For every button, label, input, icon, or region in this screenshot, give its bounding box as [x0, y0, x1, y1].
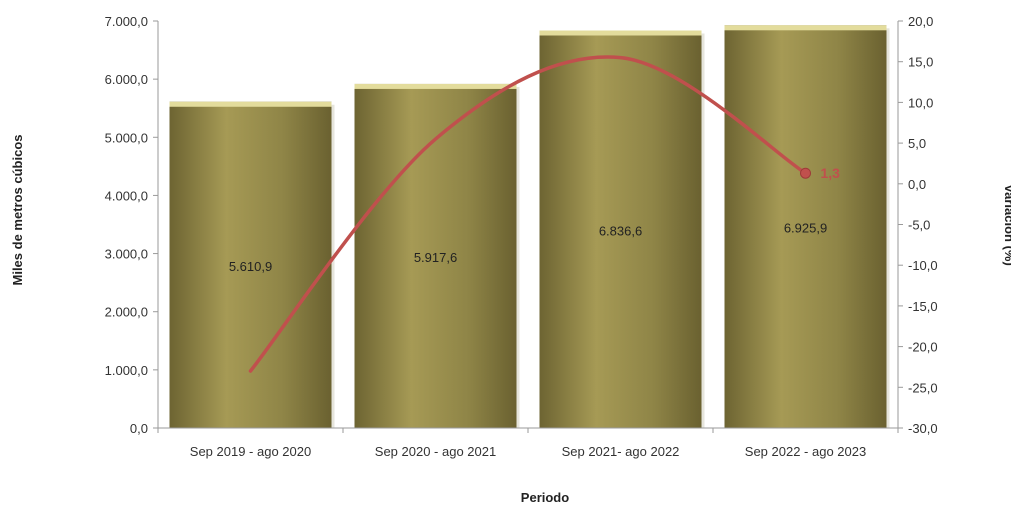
- bar-4: [724, 25, 887, 429]
- line-value-label: 1,3: [821, 165, 841, 181]
- bar-top-highlight: [724, 25, 887, 31]
- labels-layer: 5.610,9 5.917,6 6.836,6 6.925,9 1,3: [229, 165, 840, 274]
- y2-tick-label: -20,0: [908, 340, 938, 355]
- bar-value-label: 6.836,6: [599, 223, 642, 238]
- x-tick-label: Sep 2020 - ago 2021: [375, 444, 496, 459]
- y2-tick-label: -15,0: [908, 299, 938, 314]
- y2-tick-label: -25,0: [908, 380, 938, 395]
- axes-layer: 0,0 1.000,0 2.000,0 3.000,0 4.000,0 5.000,0 6.…: [105, 14, 938, 459]
- bar-1: [169, 101, 332, 429]
- y2-tick-label: 10,0: [908, 95, 933, 110]
- y-tick-label: 3.000,0: [105, 247, 148, 262]
- bar-top-highlight: [354, 83, 517, 89]
- y2-tick-label: -10,0: [908, 258, 938, 273]
- y-tick-label: 0,0: [130, 421, 148, 436]
- x-axis-title: Periodo: [521, 490, 569, 505]
- line-point-marker: [800, 167, 811, 179]
- bar-top-highlight: [169, 101, 332, 107]
- y2-tick-label: 20,0: [908, 14, 933, 29]
- y2-tick-label: -30,0: [908, 421, 938, 436]
- y-tick-label: 7.000,0: [105, 14, 148, 29]
- y-tick-label: 5.000,0: [105, 130, 148, 145]
- y2-tick-label: 5,0: [908, 136, 926, 151]
- y2-tick-label: 15,0: [908, 55, 933, 70]
- y2-tick-label: -5,0: [908, 218, 930, 233]
- variation-line: [248, 55, 808, 373]
- x-tick-label: Sep 2021- ago 2022: [562, 444, 680, 459]
- bar-value-label: 6.925,9: [784, 221, 827, 236]
- y2-axis-title: Variación (%): [1002, 184, 1011, 266]
- y-axis-title: Miles de metros cúbicos: [10, 135, 25, 286]
- bar-top-highlight: [539, 30, 702, 36]
- y-tick-label: 6.000,0: [105, 72, 148, 87]
- y2-tick-label: 0,0: [908, 177, 926, 192]
- x-tick-label: Sep 2022 - ago 2023: [745, 444, 866, 459]
- y-tick-label: 4.000,0: [105, 188, 148, 203]
- bar-3: [539, 30, 702, 428]
- bar-value-label: 5.917,6: [414, 250, 457, 265]
- bar-value-label: 5.610,9: [229, 259, 272, 274]
- bars-layer: [169, 25, 890, 429]
- y-tick-label: 2.000,0: [105, 305, 148, 320]
- line-layer: [248, 55, 811, 373]
- y-tick-label: 1.000,0: [105, 363, 148, 378]
- x-tick-label: Sep 2019 - ago 2020: [190, 444, 311, 459]
